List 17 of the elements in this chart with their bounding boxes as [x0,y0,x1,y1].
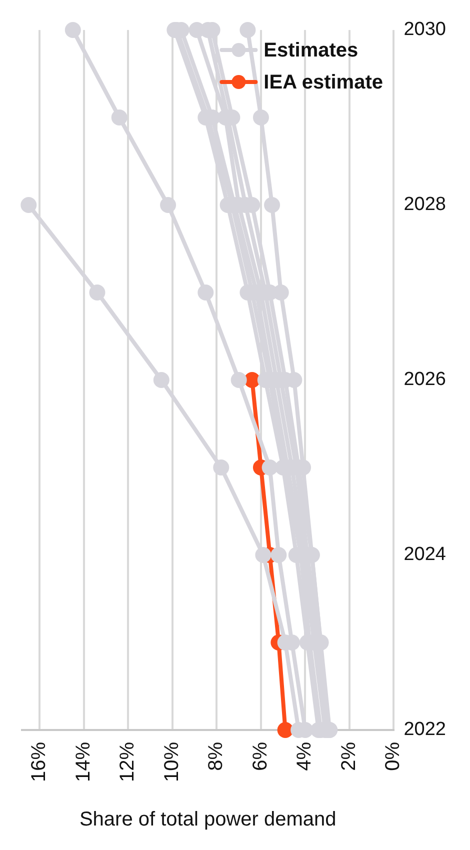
y-tick-label: 2024 [404,544,446,566]
y-tick-label: 2030 [404,19,446,40]
x-tick-label: 8% [205,742,228,771]
y-tick-label: 2026 [404,369,446,390]
y-tick-label: 2022 [404,719,446,740]
y-tick-label: 2028 [404,194,446,216]
x-tick-label: 16% [28,742,50,782]
legend-label: IEA estimate [264,72,383,94]
x-tick-label: 12% [116,742,139,782]
x-tick-label: 0% [382,742,404,771]
x-tick-label: 2% [338,742,360,771]
x-tick-label: 4% [294,742,316,771]
x-tick-label: 10% [160,742,183,782]
legend-label: Estimates [264,40,358,62]
x-tick-label: 6% [249,742,272,771]
x-tick-label: 14% [72,742,94,782]
x-axis-title: Share of total power demand [79,808,336,831]
